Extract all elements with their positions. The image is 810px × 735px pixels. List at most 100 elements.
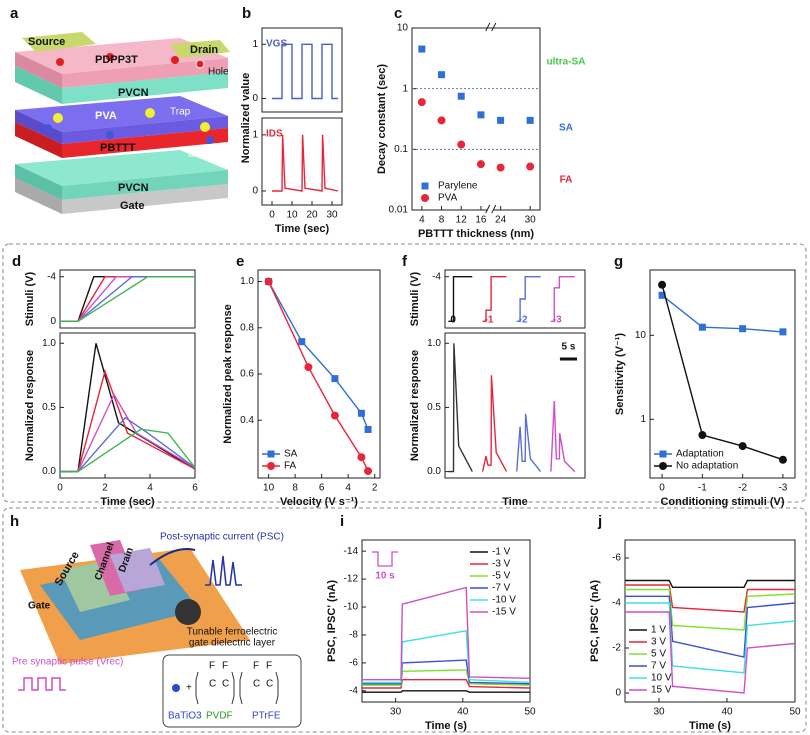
axis-break (487, 207, 494, 213)
series-label: -1 (485, 315, 494, 326)
legend-swatch (421, 194, 429, 202)
legend-label: -5 V (492, 571, 511, 582)
legend-label: No adaptation (676, 461, 738, 472)
legend-swatch (267, 462, 275, 470)
legend-label: Adaptation (676, 449, 724, 460)
annotation: gate dielectric layer (189, 638, 276, 649)
y-tick-label: 1.0 (42, 338, 56, 349)
hole-icon (171, 56, 179, 64)
series-line (625, 602, 796, 674)
x-tick-label: 2 (372, 483, 378, 494)
layer (15, 110, 62, 144)
legend-label: -10 V (492, 595, 516, 606)
series-line (661, 284, 784, 461)
formula-text: F (266, 661, 272, 672)
series-line (362, 629, 531, 684)
marker (739, 325, 747, 333)
marker (457, 92, 465, 100)
trap-icon (145, 108, 155, 118)
x-tick-label: 40 (721, 707, 733, 718)
marker (658, 291, 666, 299)
marker (476, 160, 485, 169)
layer-label: Source (28, 36, 65, 48)
y-axis-label: Normalized response (409, 350, 421, 461)
layer-label: PBTTT (100, 142, 136, 154)
hole-icon (195, 59, 205, 69)
y-tick-label: 0 (50, 316, 56, 327)
axes-frame (649, 269, 796, 479)
layer (15, 66, 62, 104)
axes-frame (59, 332, 196, 479)
panel-letter: h (10, 513, 19, 530)
y-tick-label: 1 (252, 39, 258, 50)
series-line (550, 276, 575, 322)
formula-text: C (222, 679, 229, 690)
series-line (60, 276, 195, 322)
x-tick-label: 6 (319, 483, 325, 494)
series-line (362, 669, 531, 686)
y-tick-label: -6 (349, 658, 358, 669)
x-tick-label: 4 (345, 483, 351, 494)
y-tick-label: 0.6 (240, 369, 254, 380)
y-tick-label: 1 (640, 414, 646, 425)
y-tick-label: -10 (344, 602, 359, 613)
y-tick-label: 0.1 (394, 144, 408, 155)
layer (62, 116, 228, 144)
x-tick-label: 10 (286, 210, 298, 221)
series-line (362, 679, 531, 689)
pulse-icon (372, 551, 398, 567)
marker (364, 467, 373, 476)
device-label: Gate (28, 601, 51, 612)
x-tick-label: 4 (147, 483, 153, 494)
axes-frame (444, 269, 586, 329)
y-tick-label: -4 (349, 685, 358, 696)
series-line (481, 375, 508, 472)
panel-letter: i (340, 513, 344, 530)
series-line (362, 659, 531, 685)
hole-icon (56, 58, 64, 66)
legend-label: 10 V (651, 673, 672, 684)
y-tick-label: 0.0 (427, 466, 441, 477)
device-diagram-a: a Source Drain PDPP3T Hole PVCN PVA Trap… (10, 5, 230, 214)
series-line (625, 595, 796, 658)
y-tick-label: -12 (344, 574, 359, 585)
legend-swatch (267, 450, 275, 458)
scale-bar-label: 5 s (562, 342, 576, 353)
layer (15, 122, 62, 158)
x-tick-label: 6 (192, 483, 198, 494)
panel-letter: e (236, 253, 244, 270)
y-tick-label: -2 (612, 643, 621, 654)
legend-label: VGS (266, 39, 287, 50)
layer-label: Hole (208, 67, 229, 78)
layer-label: Trap (170, 107, 191, 118)
trap-icon (53, 113, 63, 123)
layer (15, 164, 62, 200)
psc-icon (205, 555, 242, 586)
legend-swatch (421, 182, 429, 190)
marker (364, 425, 372, 433)
y-tick-label: 0 (252, 186, 258, 197)
axes-frame (59, 269, 196, 329)
layer (62, 58, 228, 88)
particle-image (175, 599, 201, 625)
legend-label: Parylene (438, 181, 478, 192)
legend-label: PVA (438, 193, 458, 204)
marker (357, 453, 366, 462)
series-line (267, 281, 369, 472)
y-axis-label: Normalized response (24, 350, 36, 461)
formula-text: C (266, 679, 273, 690)
hole-icon (106, 53, 114, 61)
annotation: SA (559, 123, 573, 134)
legend-label: IDS (266, 129, 283, 140)
marker (698, 431, 707, 440)
x-tick-label: 8 (439, 215, 445, 226)
marker (738, 442, 747, 451)
formula-name: PVDF (206, 711, 233, 722)
marker (698, 323, 706, 331)
layer (62, 72, 228, 104)
x-tick-label: 30 (390, 707, 402, 718)
series-label: -3 (553, 315, 562, 326)
x-tick-label: -3 (778, 483, 787, 494)
legend-label: 1 V (651, 625, 666, 636)
